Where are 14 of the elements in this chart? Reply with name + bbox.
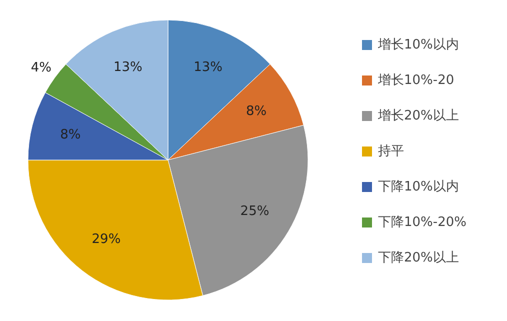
legend-label: 下降10%-20% <box>378 215 466 230</box>
data-label: 13% <box>114 60 142 75</box>
legend-label: 下降20%以上 <box>378 250 459 266</box>
legend-label: 下降10%以内 <box>378 180 459 194</box>
data-label: 8% <box>60 127 81 142</box>
legend-label: 增长10%以内 <box>377 38 459 52</box>
data-label: 4% <box>30 60 52 76</box>
data-label: 25% <box>240 204 270 219</box>
data-label: 13% <box>194 60 222 75</box>
legend-label: 增长10%-20 <box>377 73 454 88</box>
data-label: 8% <box>246 104 267 119</box>
data-label: 29% <box>92 232 121 248</box>
legend-label: 持平 <box>378 144 404 159</box>
legend-label: 增长20%以上 <box>377 108 459 124</box>
